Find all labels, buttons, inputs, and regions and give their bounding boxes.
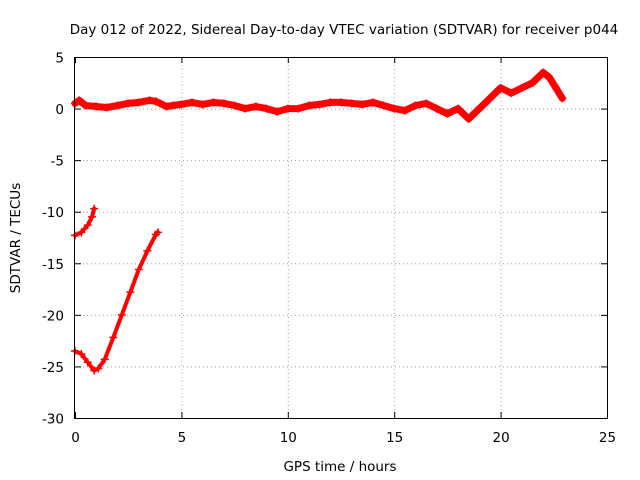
- sdtvar-main-point: [251, 102, 260, 111]
- sdtvar-upper-segment-point: [83, 221, 92, 230]
- sdtvar-main-point: [230, 101, 239, 110]
- sdtvar-main-point: [528, 78, 537, 87]
- tick-marks: [75, 57, 608, 419]
- sdtvar-upper-segment-point: [77, 228, 86, 237]
- sdtvar-upper-segment-point: [88, 212, 97, 221]
- sdtvar-lower-segment-point: [100, 355, 109, 364]
- sdtvar-lower-segment-point: [134, 265, 143, 274]
- sdtvar-main-line: [71, 69, 566, 123]
- sdtvar-main-point: [294, 104, 303, 113]
- y-tick-label: -5: [51, 154, 64, 170]
- sdtvar-main-point: [358, 100, 367, 109]
- sdtvar-main-point: [432, 104, 441, 113]
- x-tick-label: 5: [178, 430, 187, 446]
- sdtvar-lower-segment-point: [109, 333, 118, 342]
- sdtvar-lower-segment-point: [126, 288, 135, 297]
- y-tick-label: -30: [42, 412, 64, 428]
- sdtvar-lower-segment-point: [90, 366, 99, 375]
- sdtvar-main-point: [283, 104, 292, 113]
- y-tick-label: 0: [55, 102, 64, 118]
- sdtvar-main-point: [273, 107, 282, 116]
- x-tick-labels: 0 5 10 15 20 25: [71, 430, 616, 446]
- x-tick-label: 10: [280, 430, 297, 446]
- sdtvar-main-point: [422, 99, 431, 108]
- sdtvar-main-point: [464, 114, 473, 123]
- sdtvar-main-point: [75, 96, 84, 105]
- sdtvar-main-point: [315, 100, 324, 109]
- sdtvar-main-point: [162, 102, 171, 111]
- sdtvar-main-point: [454, 104, 463, 113]
- sdtvar-lower-segment-point: [153, 228, 162, 237]
- x-axis-label: GPS time / hours: [283, 459, 396, 475]
- sdtvar-main-point: [219, 99, 228, 108]
- sdtvar-main-point: [145, 96, 154, 105]
- sdtvar-main-point: [102, 103, 111, 112]
- sdtvar-main-point: [539, 68, 548, 77]
- y-tick-label: -25: [42, 360, 64, 376]
- sdtvar-main-point: [177, 100, 186, 109]
- sdtvar-main-point: [92, 102, 101, 111]
- sdtvar-main-point: [347, 99, 356, 108]
- y-tick-labels: 5 0 -5 -10 -15 -20 -25 -30: [42, 51, 64, 428]
- x-tick-label: 25: [599, 430, 616, 446]
- sdtvar-main-point: [475, 104, 484, 113]
- sdtvar-main-point: [551, 83, 560, 92]
- sdtvar-main-point: [168, 101, 177, 110]
- sdtvar-main-point: [368, 98, 377, 107]
- sdtvar-lower-segment-point: [77, 350, 86, 359]
- sdtvar-main-point: [305, 101, 314, 110]
- sdtvar-main-point: [390, 104, 399, 113]
- sdtvar-main-point: [507, 89, 516, 98]
- sdtvar-main-point: [411, 101, 420, 110]
- sdtvar-main-point: [81, 101, 90, 110]
- y-tick-label: -20: [42, 308, 64, 324]
- sdtvar-main-point: [198, 100, 207, 109]
- x-tick-label: 15: [386, 430, 403, 446]
- y-tick-label: -15: [42, 257, 64, 273]
- sdtvar-main-point: [156, 99, 165, 108]
- sdtvar-main-point: [134, 98, 143, 107]
- data-series: [71, 68, 567, 375]
- sdtvar-lower-segment-line: [73, 230, 160, 373]
- chart-title: Day 012 of 2022, Sidereal Day-to-day VTE…: [70, 22, 619, 38]
- y-axis-label: SDTVAR / TECUs: [8, 183, 24, 293]
- sdtvar-main-point: [262, 104, 271, 113]
- y-tick-label: 5: [55, 51, 64, 67]
- sdtvar-main-point: [151, 97, 160, 106]
- sdtvar-main-point: [337, 98, 345, 107]
- sdtvar-main-point: [379, 101, 388, 110]
- sdtvar-main-point: [545, 73, 554, 82]
- sdtvar-main-point: [209, 98, 218, 107]
- sdtvar-lower-segment-point: [143, 246, 152, 255]
- sdtvar-main-point: [241, 104, 250, 113]
- x-tick-label: 20: [493, 430, 510, 446]
- sdtvar-main-point: [558, 94, 567, 103]
- sdtvar-upper-segment-point: [90, 204, 99, 213]
- y-tick-label: -10: [42, 205, 64, 221]
- sdtvar-main-point: [517, 83, 526, 92]
- sdtvar-main-point: [188, 98, 197, 107]
- grid-lines: [75, 57, 607, 418]
- plot-frame: [74, 57, 608, 419]
- sdtvar-main-point: [443, 109, 452, 118]
- sdtvar-main-point: [485, 94, 494, 103]
- sdtvar-lower-segment-point: [117, 310, 126, 319]
- sdtvar-main-point: [124, 99, 133, 108]
- sdtvar-main-point: [400, 106, 409, 115]
- sdtvar-main-point: [113, 101, 122, 110]
- sdtvar-lower-segment-point: [83, 358, 92, 367]
- x-tick-label: 0: [71, 430, 80, 446]
- sdtvar-main-point: [326, 98, 335, 107]
- sdtvar-main-point: [496, 83, 505, 92]
- sdtvar-lower-segment-point: [94, 364, 103, 373]
